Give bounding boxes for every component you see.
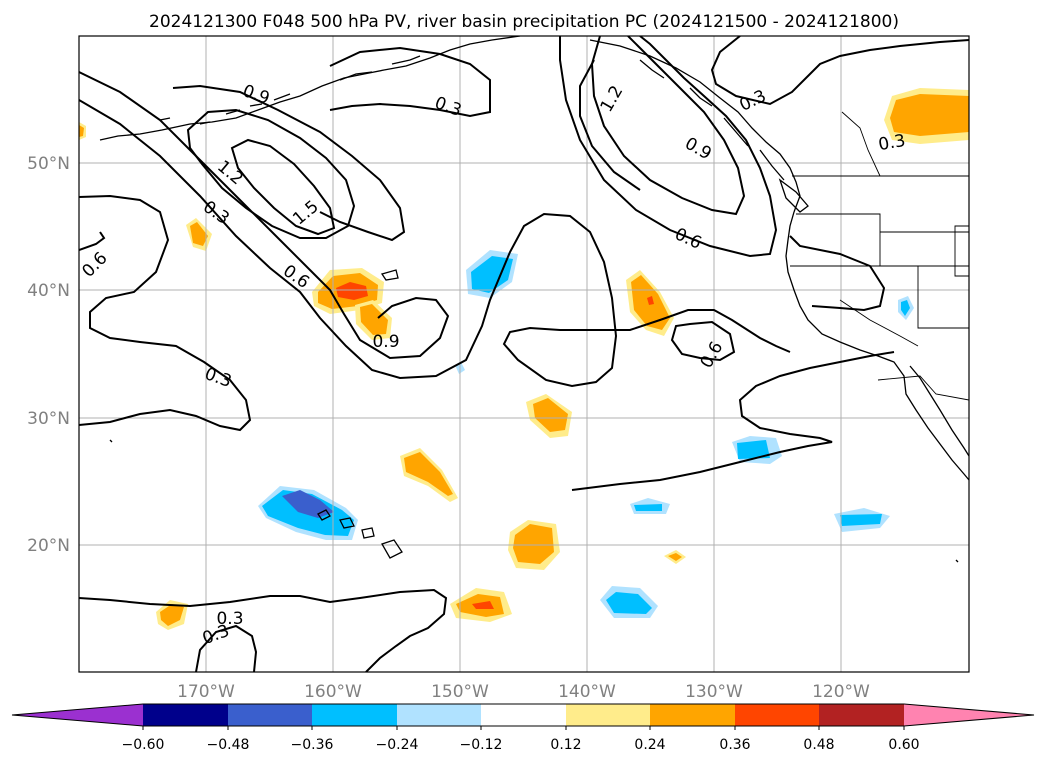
lat-tick-label: 50°N (27, 154, 70, 174)
colorbar-tick-label: 0.12 (550, 737, 581, 753)
pv-contour-label: 0.3 (216, 609, 243, 629)
lat-tick-label: 20°N (27, 536, 70, 556)
figure-title: 2024121300 F048 500 hPa PV, river basin … (149, 12, 899, 32)
precip-negative-blob (840, 514, 882, 526)
lon-tick-labels: 170°W 160°W 150°W 140°W 130°W 120°W (177, 682, 870, 702)
pv-contour (579, 59, 641, 191)
colorbar-bin (228, 704, 312, 726)
pv-contour (172, 84, 406, 242)
colorbar-tick-label: −0.60 (122, 737, 165, 753)
colorbar-tick-label: 0.48 (803, 737, 834, 753)
lat-tick-label: 40°N (27, 281, 70, 301)
pv-contour (571, 351, 895, 491)
pv-contour-label: 0.3 (877, 131, 907, 155)
colorbar-extend-max (904, 704, 1034, 726)
colorbar-bin (566, 704, 650, 726)
pv-contour (186, 108, 356, 239)
lon-tick-label: 160°W (304, 682, 362, 702)
pv-contour (590, 36, 746, 216)
lon-tick-label: 130°W (685, 682, 743, 702)
colorbar-bin (650, 704, 735, 726)
pv-contour (195, 624, 258, 672)
pv-contour (710, 36, 969, 106)
precip-positive-blob (472, 601, 494, 609)
pv-contour (79, 194, 252, 432)
pv-contours (79, 36, 969, 672)
precip-positive-blob (668, 553, 682, 561)
colorbar-bin (143, 704, 228, 726)
precip-positive-blob (513, 524, 554, 564)
precip-positive-blob (647, 296, 654, 305)
map-panel: 0.3 0.3 0.3 0.3 0.3 0.3 0.3 0.6 0.6 0.6 … (79, 36, 969, 672)
lon-tick-label: 170°W (177, 682, 235, 702)
lon-tick-label: 150°W (431, 682, 489, 702)
lat-tick-label: 30°N (27, 409, 70, 429)
precip-negative-blob (737, 440, 770, 459)
colorbar-tick-label: −0.24 (376, 737, 419, 753)
pv-contour (79, 231, 106, 251)
colorbar-bin (481, 704, 566, 726)
precip-positive-blob (404, 452, 453, 496)
lon-tick-label: 140°W (558, 682, 616, 702)
precip-negative-blob (901, 300, 910, 316)
map-frame (78, 35, 970, 673)
pv-contour (559, 36, 778, 258)
precip-positive-blob (336, 282, 368, 300)
precip-negative-blob (282, 490, 334, 518)
colorbar: −0.60 −0.48 −0.36 −0.24 −0.12 0.12 0.24 … (11, 703, 1035, 753)
precip-positive-blob (360, 304, 388, 335)
borders (790, 111, 969, 401)
colorbar-tick-label: −0.36 (291, 737, 334, 753)
colorbar-bin (312, 704, 397, 726)
lat-tick-labels: 50°N 40°N 30°N 20°N (27, 154, 70, 556)
precip-negative-blob (634, 504, 662, 511)
precip-positive-blob (160, 604, 184, 626)
pv-contour (329, 46, 491, 118)
precip-negative-blob (606, 592, 652, 614)
colorbar-tick-label: 0.36 (719, 737, 750, 753)
precip-negative-blob (471, 256, 513, 293)
colorbar-bin (397, 704, 481, 726)
pv-contour (79, 588, 448, 672)
colorbar-bin (735, 704, 819, 726)
colorbar-tick-label: 0.24 (634, 737, 665, 753)
precip-positive-blob (79, 125, 84, 137)
pv-contour (789, 235, 886, 312)
colorbar-tick-label: −0.48 (207, 737, 250, 753)
precip-positive-blob (533, 398, 568, 432)
pv-contour (79, 99, 791, 388)
colorbar-bin (819, 704, 904, 726)
pv-contour-label: 0.9 (372, 332, 399, 352)
colorbar-tick-label: −0.12 (460, 737, 503, 753)
colorbar-extend-min (12, 704, 143, 726)
precip-positive-blob (890, 94, 969, 136)
colorbar-tick-label: 0.60 (888, 737, 919, 753)
pv-contour (230, 138, 336, 236)
precip-shading (79, 88, 969, 630)
coastlines (99, 36, 969, 563)
pv-contour (670, 320, 736, 362)
precip-positive-blob (190, 222, 208, 246)
lon-tick-label: 120°W (812, 682, 870, 702)
